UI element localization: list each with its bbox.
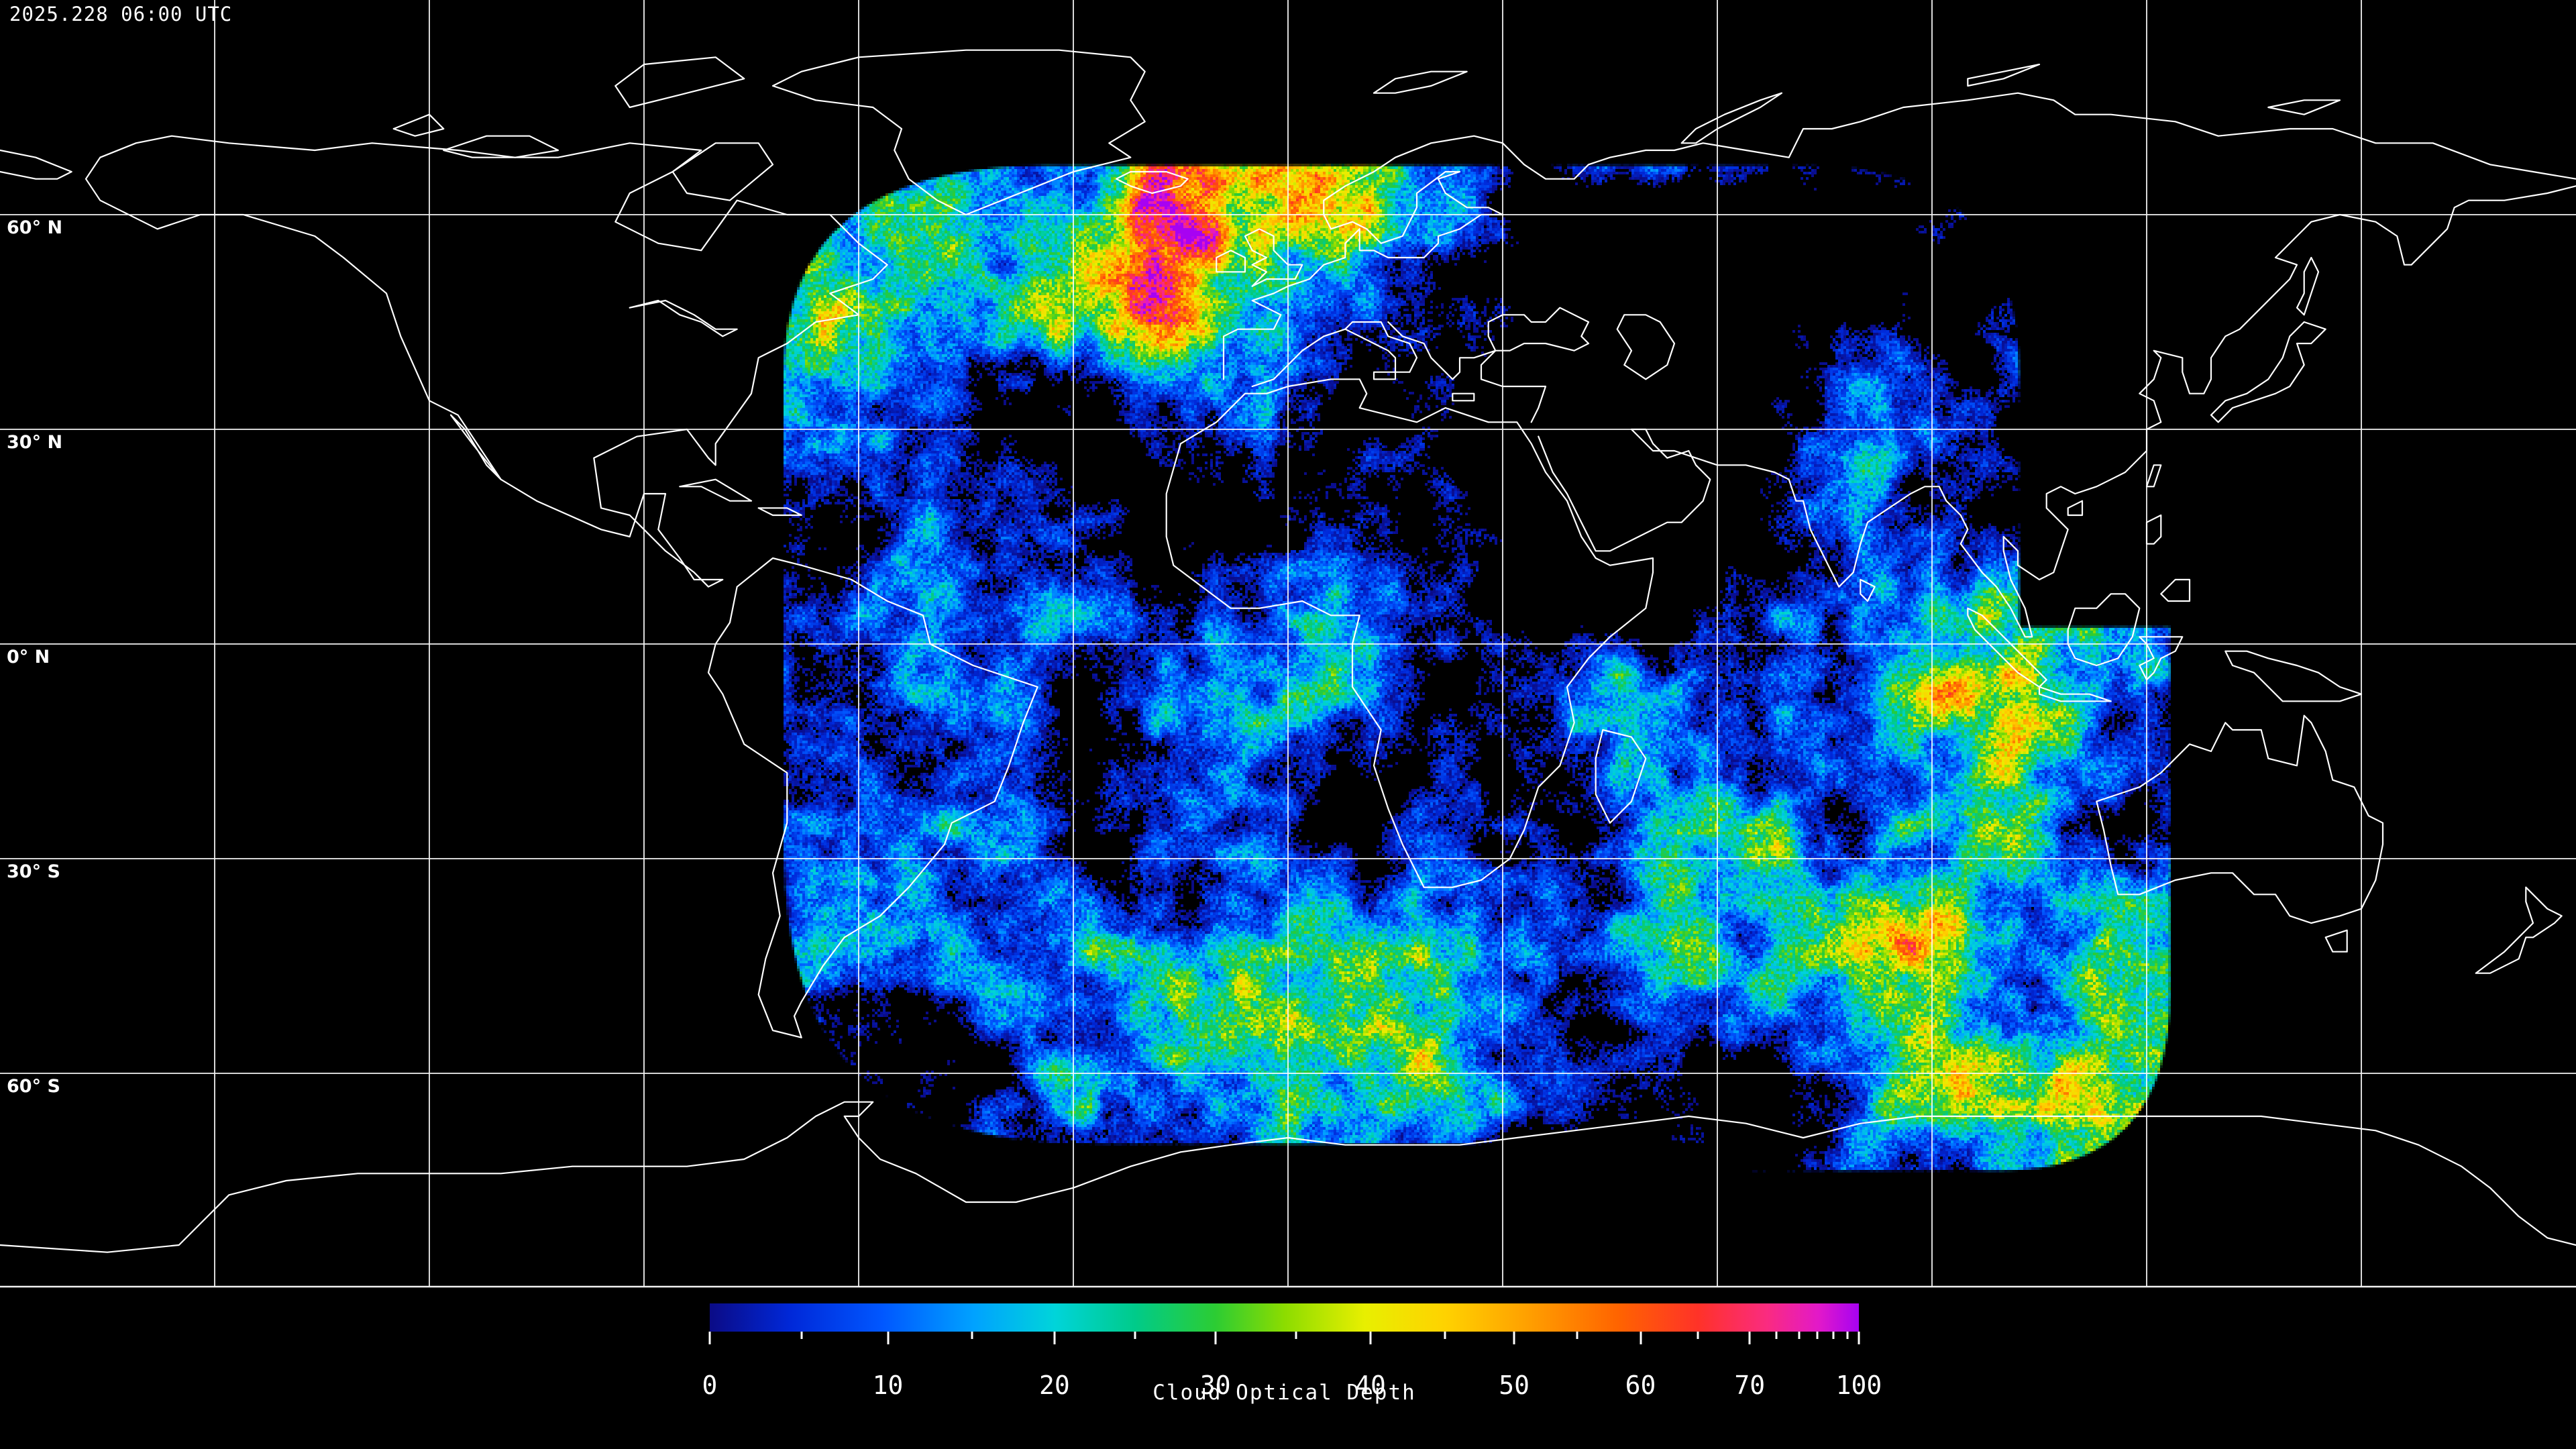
coastline-path <box>1373 371 1397 380</box>
coastline-path <box>1251 328 1346 388</box>
colorbar-minor-tick <box>1798 1332 1801 1339</box>
colorbar-tick-label: 70 <box>1734 1371 1766 1400</box>
coastline-path <box>2475 886 2563 974</box>
colorbar-tick-label: 50 <box>1499 1371 1529 1400</box>
colorbar-tick <box>1513 1332 1515 1344</box>
coastline-path <box>672 142 774 201</box>
coastline-path <box>1216 250 1246 273</box>
coastline-path <box>2067 593 2141 667</box>
colorbar-tick-label: 60 <box>1625 1371 1656 1400</box>
coastline-path <box>1538 428 1711 552</box>
timestamp-label: 2025.228 06:00 UTC <box>9 3 233 25</box>
coastline-path <box>1967 607 2047 688</box>
coastline-path <box>443 135 559 158</box>
coastline-path <box>2096 714 2384 924</box>
colorbar-title: Cloud Optical Depth <box>1152 1381 1416 1405</box>
coastline-path <box>0 149 72 180</box>
colorbar-minor-tick <box>1576 1332 1578 1339</box>
latitude-label: 30° S <box>7 861 60 882</box>
colorbar-minor-tick <box>800 1332 803 1339</box>
colorbar-minor-tick <box>1816 1332 1819 1339</box>
coastline-path <box>1452 392 1475 402</box>
coastline-path <box>2145 514 2162 545</box>
colorbar-tick <box>1748 1332 1751 1344</box>
colorbar-tick <box>1053 1332 1056 1344</box>
coastline-path <box>1630 185 2576 638</box>
latitude-label: 0° N <box>7 647 50 667</box>
coastline-path <box>1373 70 1468 94</box>
colorbar-tick-row: 0 10 20 30 40 50 60 70 100 <box>702 1332 1882 1405</box>
colorbar-minor-tick <box>1832 1332 1835 1339</box>
coastline-path <box>2296 256 2320 316</box>
colorbar-tick-label: 20 <box>1039 1371 1070 1400</box>
colorbar-tick <box>1858 1332 1860 1344</box>
colorbar-minor-tick <box>971 1332 973 1339</box>
latitude-label: 60° N <box>7 217 63 238</box>
colorbar-tick-label: 10 <box>872 1371 904 1400</box>
colorbar-minor-tick <box>1295 1332 1297 1339</box>
coastline-path <box>1244 228 1303 287</box>
latitude-label: 30° N <box>7 432 63 453</box>
coastline-path <box>1860 578 1876 602</box>
coastline-path <box>85 135 888 588</box>
coastline-path <box>2160 578 2191 602</box>
colorbar-minor-tick <box>1697 1332 1699 1339</box>
latitude-label: 60° S <box>7 1076 60 1097</box>
colorbar-minor-tick <box>1134 1332 1136 1339</box>
colorbar-tick <box>1214 1332 1217 1344</box>
colorbar-tick <box>1640 1332 1642 1344</box>
coastline-path <box>0 1101 2576 1253</box>
coastline-path <box>1387 307 1590 423</box>
coastline-path <box>1595 729 1647 824</box>
coastline-path <box>392 113 445 137</box>
coastline-path <box>2210 321 2326 423</box>
coastline-path <box>2324 929 2348 953</box>
colorbar-tick-label: 40 <box>1355 1371 1386 1400</box>
colorbar-minor-tick <box>1775 1332 1778 1339</box>
coastline-path <box>2139 636 2184 681</box>
colorbar-tick <box>708 1332 711 1344</box>
coastline-path <box>1222 92 2576 380</box>
coastline-path <box>1967 63 2041 87</box>
colorbar-tick <box>1369 1332 1372 1344</box>
colorbar-tick-label: 100 <box>1835 1371 1882 1400</box>
coastline-path <box>757 507 802 517</box>
coastline-path <box>2224 650 2363 702</box>
coastline-path <box>2067 500 2084 517</box>
graticule-layer <box>0 0 2576 1288</box>
coastline-path <box>1344 321 1418 373</box>
colorbar-tick-label: 0 <box>702 1371 718 1400</box>
coastline-path <box>2145 464 2162 488</box>
colorbar-tick-label: 30 <box>1199 1371 1231 1400</box>
colorbar-gradient <box>710 1303 1859 1332</box>
coastline-path <box>771 49 1146 216</box>
coastline-path <box>679 478 753 502</box>
colorbar: 0 10 20 30 40 50 60 70 100 <box>702 1303 1882 1411</box>
coastline-path <box>2267 99 2341 115</box>
coastline-path <box>707 557 1038 1038</box>
coastline-path <box>2038 686 2112 702</box>
colorbar-minor-tick <box>1444 1332 1446 1339</box>
coastline-path <box>1115 170 1189 195</box>
colorbar-minor-tick <box>1846 1332 1849 1339</box>
colorbar-tick <box>887 1332 889 1344</box>
coastline-path <box>614 56 745 109</box>
coastline-path <box>1616 314 1676 380</box>
coastline-path <box>1165 378 1654 888</box>
coastline-path <box>629 299 738 337</box>
coastline-path <box>1680 92 1783 144</box>
coastlines-layer <box>0 49 2576 1253</box>
coastline-path <box>449 414 502 480</box>
